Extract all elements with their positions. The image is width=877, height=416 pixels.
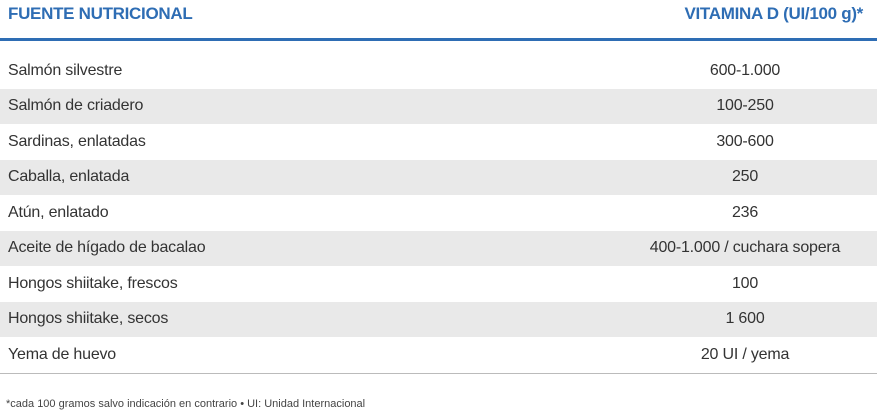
footnote: *cada 100 gramos salvo indicación en con… [6,398,366,410]
source-cell: Atún, enlatado [8,203,109,221]
table-row: Sardinas, enlatadas 300-600 [0,124,877,160]
source-cell: Sardinas, enlatadas [8,132,146,150]
source-cell: Aceite de hígado de bacalao [8,239,206,257]
value-cell: 100-250 [716,97,774,115]
source-cell: Salmón de criadero [8,97,144,115]
table-body: Salmón silvestre 600-1.000 Salmón de criad… [0,53,877,374]
table-row: Hongos shiitake, frescos 100 [0,266,877,302]
table-row: Caballa, enlatada 250 [0,159,877,195]
table-header: FUENTE NUTRICIONAL VITAMINA D (UI/100 g)… [0,0,877,41]
table-row: Atún, enlatado 236 [0,195,877,231]
table-row: Salmón silvestre 600-1.000 [0,53,877,89]
value-cell: 1 600 [725,310,765,328]
source-cell: Hongos shiitake, secos [8,310,169,328]
value-cell: 600-1.000 [709,61,781,79]
value-cell: 300-600 [716,132,774,150]
value-cell: 100 [731,274,759,292]
value-cell: 236 [731,203,759,221]
table-row: Hongos shiitake, secos 1 600 [0,301,877,337]
source-cell: Caballa, enlatada [8,168,130,186]
header-cell: FUENTE NUTRICIONAL [8,4,193,23]
source-cell: Salmón silvestre [8,61,123,79]
table-row: Aceite de hígado de bacalao 400-1.000 / c… [0,230,877,266]
table-row: Salmón de criadero 100-250 [0,88,877,124]
source-cell: Hongos shiitake, frescos [8,274,178,292]
header-cell: VITAMINA D (UI/100 g)* [684,4,863,23]
table-row: Yema de huevo 20 UI / yema [0,337,877,373]
value-cell: 250 [731,168,759,186]
source-cell: Yema de huevo [8,345,117,363]
value-cell: 400-1.000 / cuchara sopera [649,239,841,257]
value-cell: 20 UI / yema [700,345,790,363]
